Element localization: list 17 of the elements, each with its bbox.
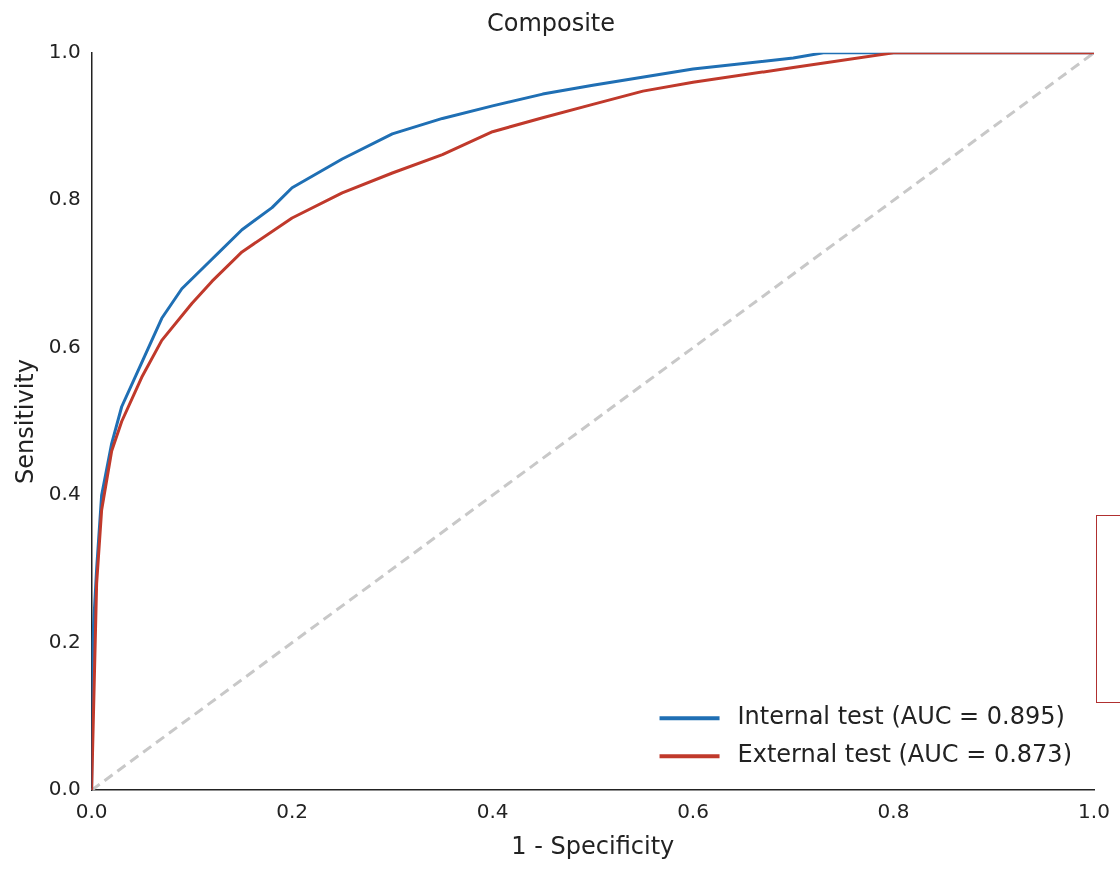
legend-label: External test (AUC = 0.873) <box>737 740 1072 769</box>
y-tick-label: 0.4 <box>48 481 81 506</box>
x-axis-title: 1 - Specificity <box>511 831 675 860</box>
y-tick-label: 0.8 <box>48 186 81 211</box>
y-tick-label: 0.2 <box>48 628 81 653</box>
x-tick-label: 0.8 <box>877 799 910 824</box>
y-axis-title: Sensitivity <box>10 359 39 484</box>
y-tick-label: 0.6 <box>48 333 81 358</box>
x-tick-label: 0.0 <box>75 799 108 824</box>
y-tick-label: 0.0 <box>48 776 81 801</box>
chart-title: Composite <box>486 8 616 37</box>
x-tick-label: 0.2 <box>276 799 308 824</box>
x-tick-label: 0.4 <box>476 799 509 824</box>
y-tick-label: 1.0 <box>48 39 81 63</box>
x-tick-label: 1.0 <box>1078 799 1110 824</box>
legend-label: Internal test (AUC = 0.895) <box>737 702 1065 731</box>
x-tick-label: 0.6 <box>677 799 709 824</box>
